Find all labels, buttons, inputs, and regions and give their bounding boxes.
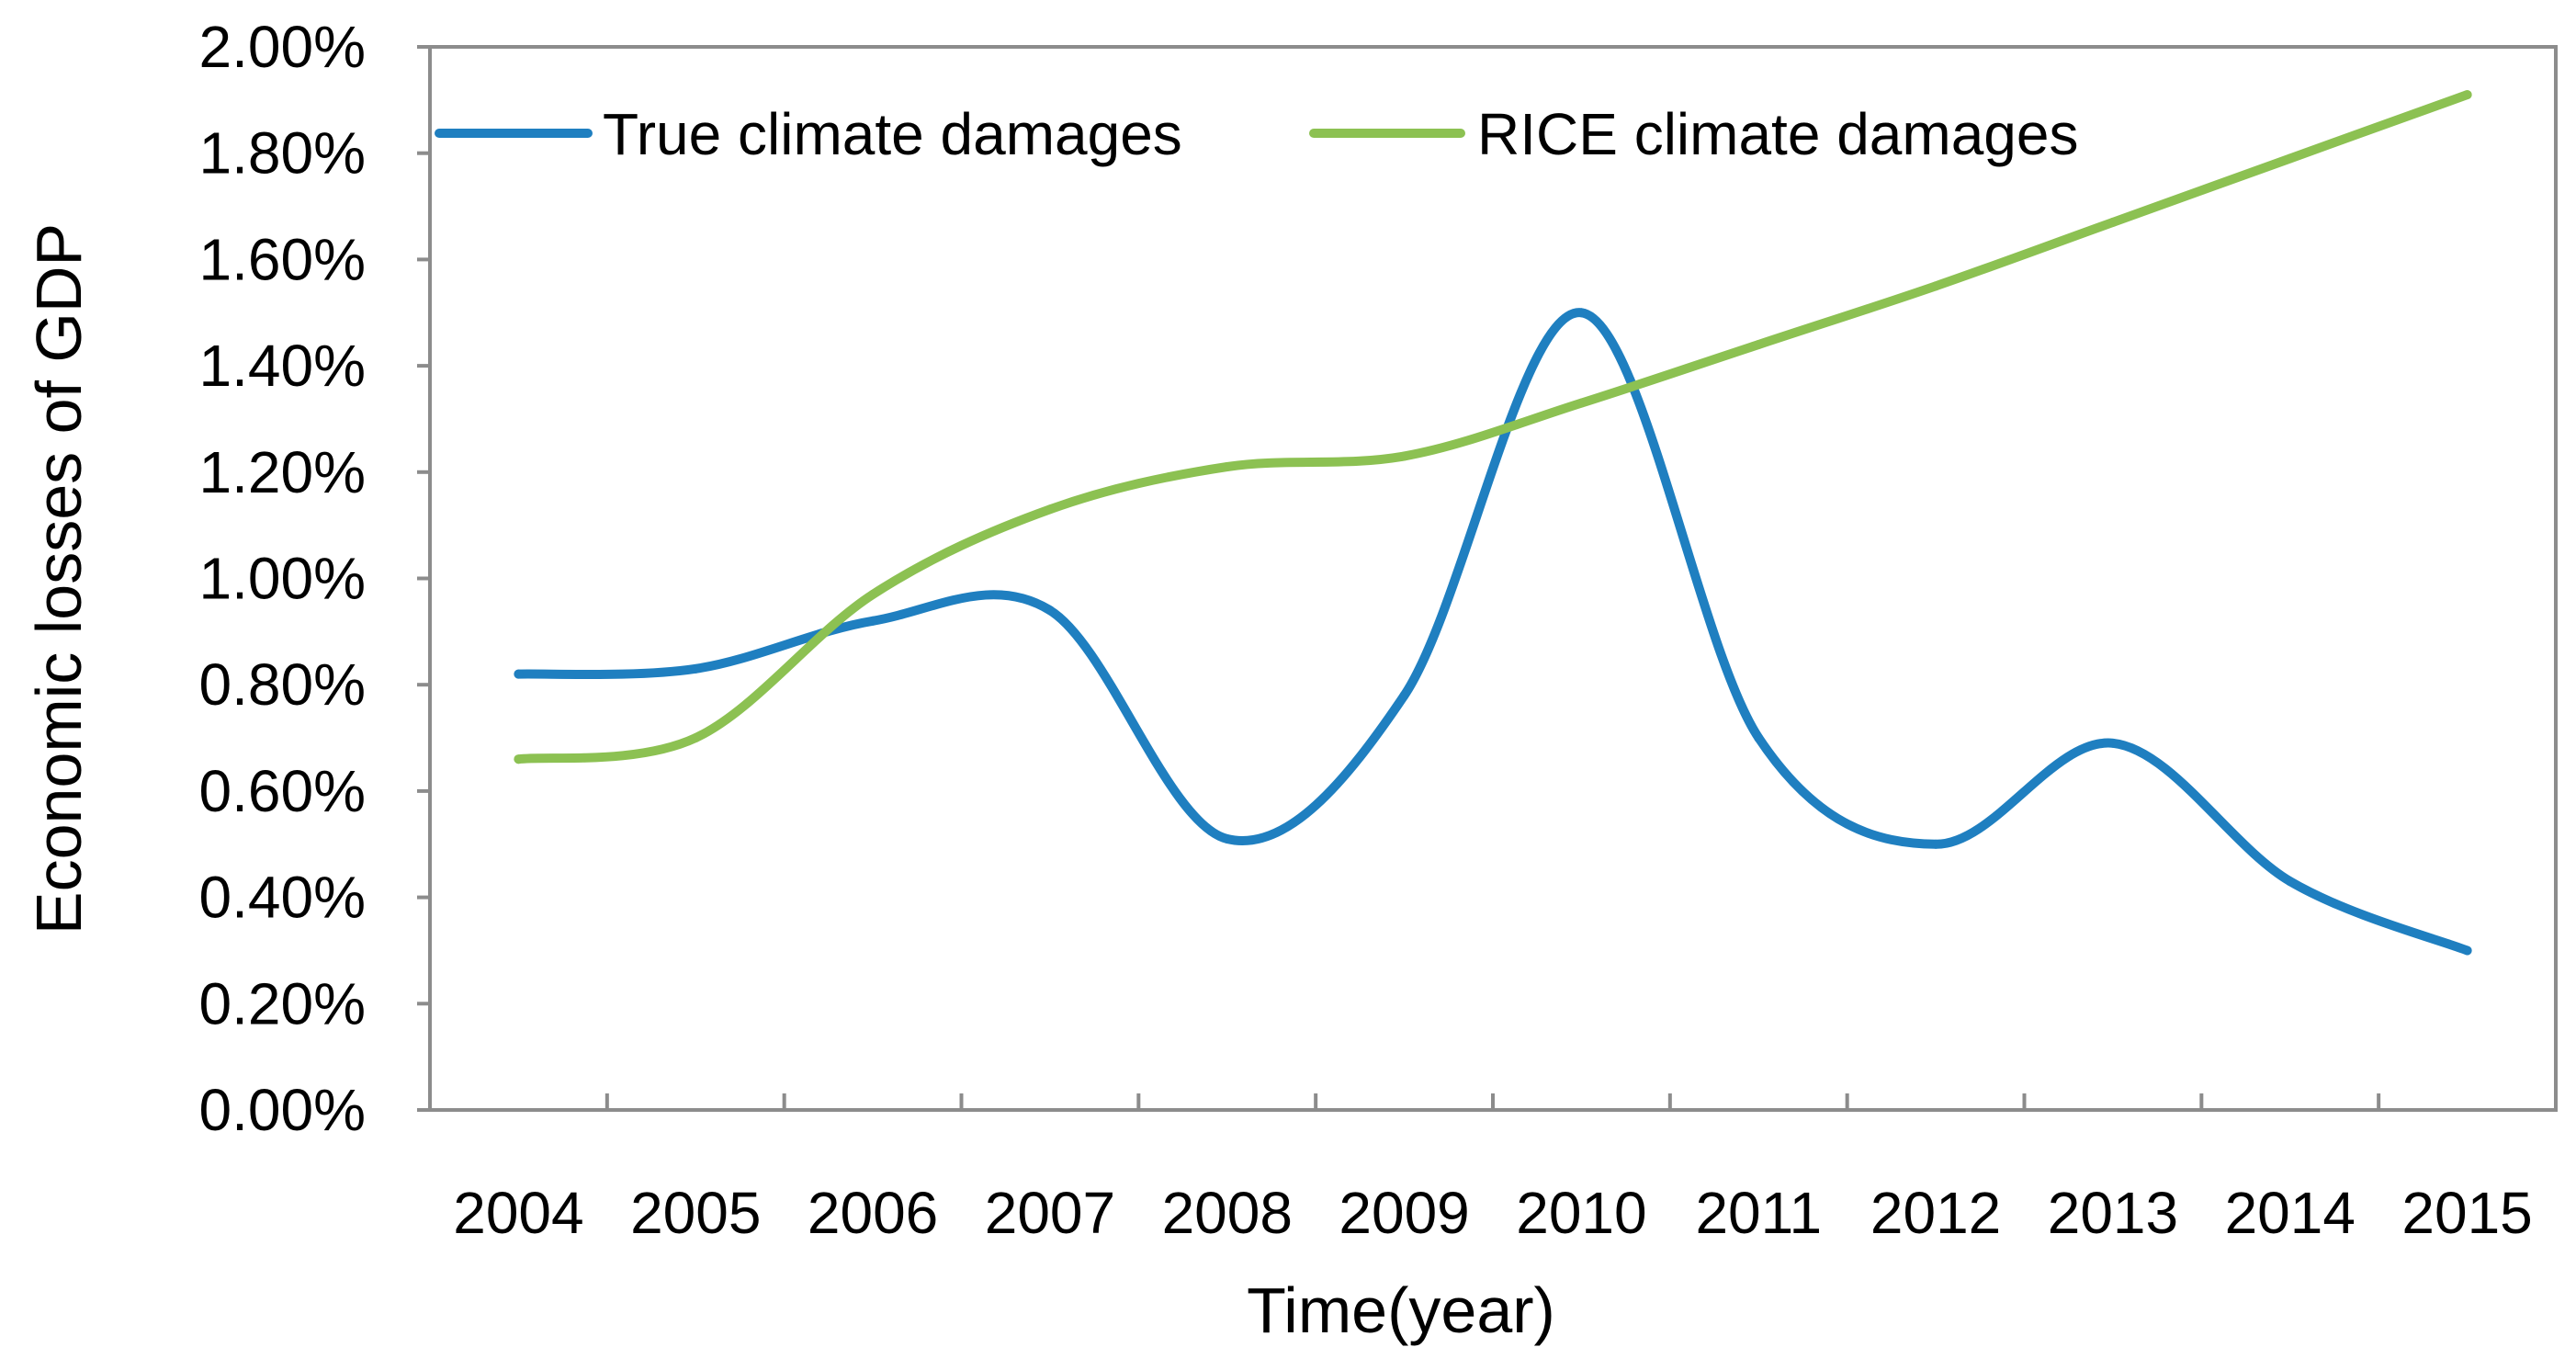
y-tick-label: 0.00% [199, 1077, 366, 1143]
x-axis-title: Time(year) [1247, 1274, 1555, 1346]
legend-label-rice-climate-damages: RICE climate damages [1477, 101, 2078, 167]
x-tick-label: 2005 [630, 1180, 761, 1246]
y-tick-label: 1.00% [199, 546, 366, 612]
y-axis-ticks: 0.00% 0.20% 0.40% 0.60% 0.80% 1.00% 1.20% 1.40%… [199, 14, 430, 1143]
y-axis-title: Economic losses of GDP [23, 223, 95, 934]
data-point-true-climate-damages [1931, 839, 1941, 849]
data-point-true-climate-damages [1576, 308, 1587, 318]
y-tick-label: 1.40% [199, 333, 366, 399]
x-tick-label: 2012 [1870, 1180, 2001, 1246]
series-lines [514, 90, 2472, 956]
x-tick-label: 2006 [808, 1180, 938, 1246]
legend: True climate damages RICE climate damage… [435, 101, 2078, 167]
x-tick-label: 2010 [1516, 1180, 1646, 1246]
data-point-true-climate-damages [2462, 945, 2472, 956]
y-tick-label: 0.60% [199, 758, 366, 824]
data-point-true-climate-damages [2285, 877, 2295, 887]
y-tick-label: 0.20% [199, 970, 366, 1036]
data-point-rice-climate-damages [1399, 451, 1409, 461]
data-point-rice-climate-damages [868, 589, 878, 599]
data-point-true-climate-damages [1045, 606, 1055, 616]
x-tick-label: 2015 [2401, 1180, 2532, 1246]
data-point-rice-climate-damages [1222, 462, 1232, 472]
data-point-rice-climate-damages [514, 754, 524, 764]
y-tick-label: 1.80% [199, 120, 366, 187]
x-tick-label: 2013 [2048, 1180, 2178, 1246]
y-tick-label: 0.40% [199, 865, 366, 931]
x-tick-label: 2014 [2225, 1180, 2356, 1246]
data-point-rice-climate-damages [1576, 398, 1587, 408]
data-point-true-climate-damages [1399, 690, 1409, 700]
data-point-rice-climate-damages [691, 733, 701, 743]
x-tick-label: 2011 [1695, 1180, 1822, 1246]
y-tick-label: 1.20% [199, 439, 366, 505]
y-tick-label: 2.00% [199, 14, 366, 80]
x-tick-label: 2008 [1162, 1180, 1293, 1246]
data-point-true-climate-damages [514, 669, 524, 679]
data-point-rice-climate-damages [1045, 504, 1055, 515]
x-tick-label: 2007 [985, 1180, 1115, 1246]
legend-label-true-climate-damages: True climate damages [603, 101, 1182, 167]
x-axis-ticks: 2004 2005 2006 2007 2008 2009 2010 2011 2012 2013… [453, 1093, 2533, 1246]
y-tick-label: 1.60% [199, 226, 366, 292]
data-point-true-climate-damages [868, 616, 878, 626]
x-tick-label: 2009 [1339, 1180, 1469, 1246]
data-point-true-climate-damages [2107, 738, 2118, 748]
data-point-true-climate-damages [1222, 833, 1232, 844]
data-point-true-climate-damages [1754, 733, 1764, 743]
data-point-true-climate-damages [691, 663, 701, 674]
y-tick-label: 0.80% [199, 651, 366, 718]
data-point-rice-climate-damages [1754, 339, 1764, 349]
data-point-rice-climate-damages [2107, 217, 2118, 227]
data-point-rice-climate-damages [2462, 90, 2472, 100]
data-point-rice-climate-damages [1931, 281, 1941, 291]
plot-area [428, 45, 2558, 1112]
x-tick-label: 2004 [453, 1180, 583, 1246]
series-line-rice-climate-damages [514, 90, 2472, 764]
data-point-rice-climate-damages [2285, 153, 2295, 164]
